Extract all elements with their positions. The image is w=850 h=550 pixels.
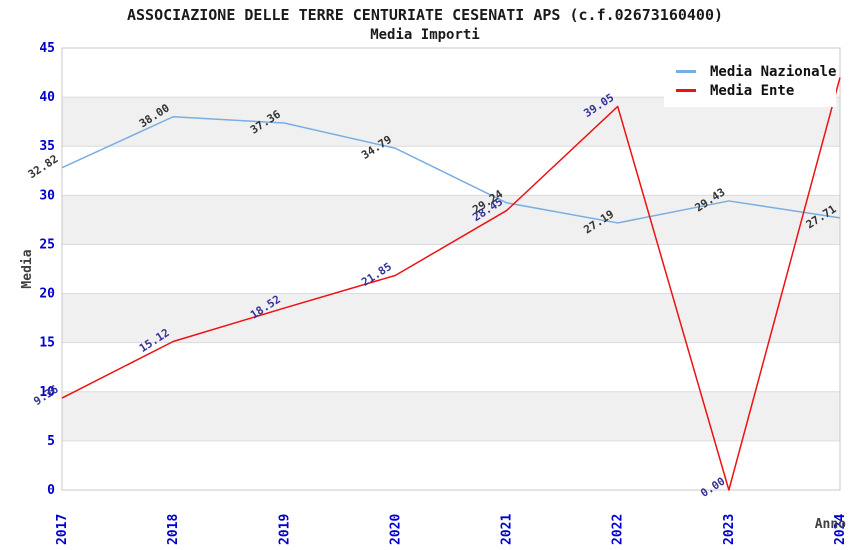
legend: Media Nazionale Media Ente [664,55,836,107]
plot-band [62,391,840,441]
x-tick-label: 2023 [722,514,737,545]
y-tick-label: 5 [47,434,55,449]
plot-band [62,244,840,294]
y-tick-label: 35 [39,139,55,154]
x-axis-title: Anno [815,517,846,532]
legend-label-media-nazionale: Media Nazionale [710,63,837,80]
chart-subtitle: Media Importi [370,27,480,43]
data-label: 32.82 [26,152,61,181]
y-tick-label: 40 [39,90,55,105]
plot-band [62,195,840,245]
plot-band [62,146,840,196]
x-tick-label: 2024 [833,514,848,545]
legend-swatch-media-nazionale [676,70,696,73]
x-tick-label: 2022 [611,514,626,545]
y-axis-title: Media [20,249,35,288]
plot-band [62,293,840,343]
x-tick-label: 2018 [166,514,181,545]
y-tick-label: 20 [39,287,55,302]
y-tick-label: 15 [39,336,55,351]
y-tick-label: 25 [39,237,55,252]
x-tick-label: 2017 [55,514,70,545]
y-tick-label: 45 [39,41,55,56]
y-tick-label: 10 [39,385,55,400]
legend-item-media-nazionale: Media Nazionale [676,62,836,81]
x-tick-label: 2019 [277,514,292,545]
legend-swatch-media-ente [676,89,696,92]
series-line-media-nazionale [61,116,841,224]
plot-band [62,342,840,392]
plot-border [61,47,841,491]
plot-band [62,440,840,490]
y-tick-label: 30 [39,188,55,203]
legend-item-media-ente: Media Ente [676,81,836,100]
y-tick-label: 0 [47,483,55,498]
x-tick-label: 2021 [500,514,515,545]
chart-title: ASSOCIAZIONE DELLE TERRE CENTURIATE CESE… [126,6,724,24]
x-tick-label: 2020 [388,514,403,545]
series-line-media-ente [61,77,841,491]
legend-label-media-ente: Media Ente [710,82,795,99]
